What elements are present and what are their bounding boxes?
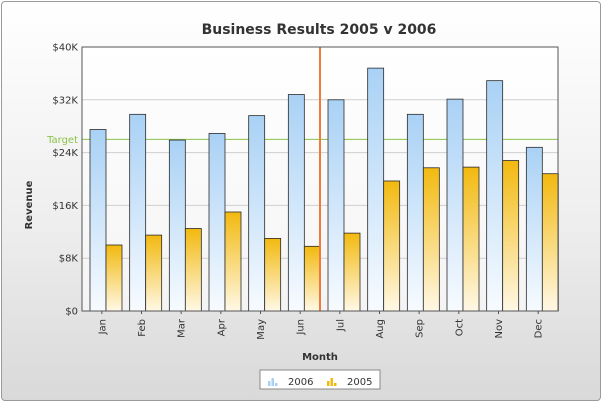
y-tick-label: $0 [65,307,78,318]
legend-label: 2005 [347,377,372,388]
x-tick-label: Jan [97,319,108,335]
y-tick-label: $40K [52,43,78,54]
bar-2006 [208,133,226,312]
legend-box [259,369,381,390]
legend-icon-bar [334,383,337,386]
bar-2005 [145,234,163,312]
x-tick-label: Sep [415,319,426,338]
legend-icon-bar [275,383,278,386]
bar-2005 [184,228,202,312]
bar-2006 [367,67,385,312]
bar-2005 [105,244,123,312]
y-tick-label: $32K [52,95,78,106]
x-tick-label: Mar [177,318,188,338]
bar-2006 [327,99,345,312]
x-tick-label: Dec [534,319,545,338]
bar-2006 [129,113,147,312]
y-tick-label: $16K [52,201,78,212]
x-tick-label: Apr [216,318,227,336]
x-tick-label: Nov [494,319,505,339]
bar-2006 [168,139,186,312]
bar-2005 [422,167,440,312]
x-tick-label: Aug [375,319,386,339]
y-tick-label: $24K [52,148,78,159]
target-label: Target [46,135,78,146]
legend-icon-bar [271,378,274,386]
x-tick-label: Feb [137,319,148,337]
x-axis-title: Month [302,352,338,363]
bar-2006 [486,80,504,312]
bar-2005 [224,211,242,312]
chart-title: Business Results 2005 v 2006 [202,22,437,38]
x-tick-label: Oct [454,319,465,336]
bar-2006 [525,146,543,312]
bar-2006 [287,94,305,312]
x-tick-label: Jul [335,319,346,332]
bar-2005 [264,237,282,312]
bar-2005 [343,232,361,312]
bar-2005 [502,160,520,312]
x-tick-labels: Jan Feb Mar Apr May Jun Jul Aug Sep Oct Nov Dec [97,311,545,340]
y-tick-label: $8K [59,254,79,265]
bar-2006 [89,129,107,312]
x-tick-label: May [256,319,267,340]
legend-icon-bar [330,378,333,386]
bar-2005 [541,173,559,312]
bar-2005 [462,166,480,312]
bar-2005 [383,180,401,312]
y-tick-labels: $0 $8K $16K $24K $32K $40K [52,43,78,318]
legend-icon-bar [268,381,271,386]
y-axis-title: Revenue [24,180,35,229]
legend-label: 2006 [288,377,313,388]
bars [89,67,559,312]
bar-2005 [303,245,321,312]
bar-2006 [248,115,266,312]
bar-2006 [446,98,464,312]
legend-icon-bar [327,381,330,386]
plot-border [81,46,559,312]
bar-chart-icon [268,378,278,386]
bar-chart-icon [327,378,337,386]
bar-2006 [406,113,424,312]
x-tick-label: Jun [296,319,307,336]
legend: 2006 2005 [259,369,381,390]
